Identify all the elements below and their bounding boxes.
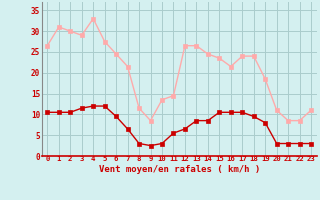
X-axis label: Vent moyen/en rafales ( km/h ): Vent moyen/en rafales ( km/h )	[99, 165, 260, 174]
